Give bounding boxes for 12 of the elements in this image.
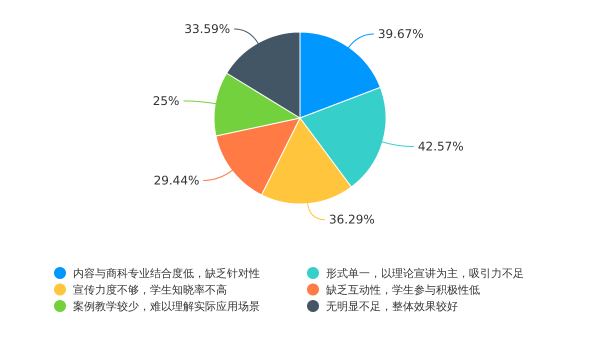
legend-label: 案例教学较少，难以理解实际应用场景 [73, 300, 260, 313]
legend-label: 缺乏互动性，学生参与积极性低 [326, 284, 480, 296]
legend-label: 形式单一，以理论宣讲为主，吸引力不足 [326, 267, 524, 280]
legend-label: 无明显不足，整体效果较好 [326, 300, 458, 313]
data-label: 25% [152, 94, 180, 108]
data-label: 33.59% [184, 22, 230, 36]
data-label: 39.67% [378, 27, 424, 42]
legend-label: 宣传力度不够，学生知晓率不高 [73, 284, 227, 296]
legend-label: 内容与商科专业结合度低，缺乏针对性 [73, 267, 260, 280]
data-label: 36.29% [328, 212, 375, 227]
data-label: 42.57% [418, 140, 464, 154]
data-label: 29.44% [154, 173, 200, 188]
